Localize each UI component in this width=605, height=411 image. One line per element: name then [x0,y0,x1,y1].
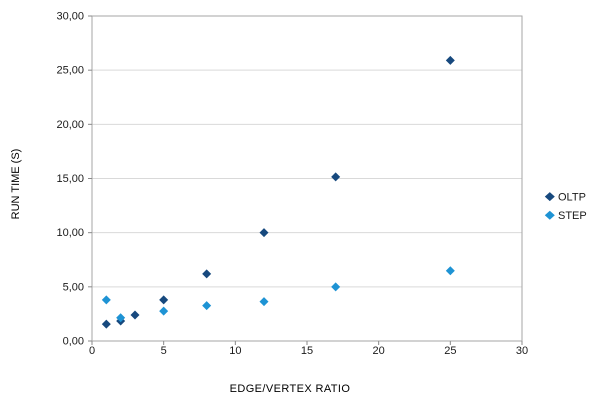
svg-text:0,00: 0,00 [63,336,84,348]
svg-text:5,00: 5,00 [63,281,84,293]
svg-text:20: 20 [373,345,385,357]
svg-text:EDGE/VERTEX RATIO: EDGE/VERTEX RATIO [230,383,351,395]
svg-text:RUN TIME (S): RUN TIME (S) [10,149,22,220]
svg-text:25: 25 [444,345,456,357]
svg-text:10: 10 [229,345,241,357]
svg-text:20,00: 20,00 [56,119,84,131]
svg-text:5: 5 [161,345,167,357]
svg-text:25,00: 25,00 [56,65,84,77]
svg-text:15,00: 15,00 [56,173,84,185]
svg-text:OLTP: OLTP [558,191,586,203]
svg-text:30,00: 30,00 [56,11,84,23]
svg-text:30: 30 [516,345,528,357]
svg-text:STEP: STEP [558,210,587,222]
svg-text:15: 15 [301,345,313,357]
svg-text:10,00: 10,00 [56,227,84,239]
svg-text:0: 0 [89,345,95,357]
